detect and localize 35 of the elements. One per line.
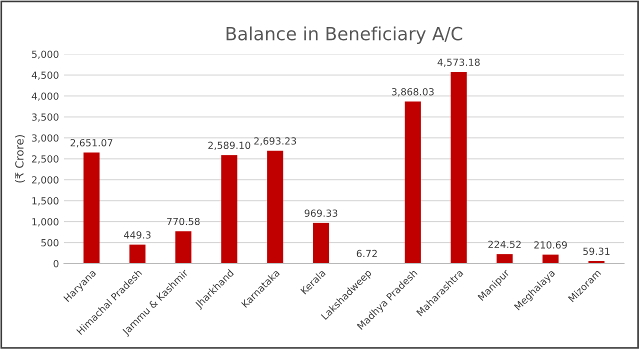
y-axis-title: (₹ Crore) <box>15 135 25 182</box>
y-tick-label: 5,000 <box>32 50 58 59</box>
y-tick-label: 2,000 <box>32 176 58 185</box>
bar <box>267 150 284 264</box>
bar <box>450 72 467 264</box>
data-label: 210.69 <box>534 241 567 249</box>
y-tick-label: 1,500 <box>32 197 58 206</box>
bar <box>404 102 421 264</box>
data-label: 770.58 <box>167 218 200 226</box>
data-label: 6.72 <box>356 250 377 258</box>
bar <box>129 244 146 264</box>
data-label: 224.52 <box>488 240 521 248</box>
data-label: 2,589.10 <box>208 142 250 150</box>
y-tick-label: 500 <box>41 239 58 246</box>
chart-title: Balance in Beneficiary A/C <box>226 26 462 44</box>
bar <box>175 231 192 264</box>
y-tick-label: 3,500 <box>32 113 58 122</box>
y-tick-label: 2,500 <box>32 155 58 164</box>
bar <box>313 222 330 264</box>
data-label: 59.31 <box>583 248 610 255</box>
data-label: 969.33 <box>304 209 338 217</box>
y-tick-label: 3,000 <box>32 134 58 143</box>
data-label: 2,693.23 <box>254 137 296 146</box>
y-tick-label: 1,000 <box>32 218 58 226</box>
bar <box>84 152 100 264</box>
y-tick-label: 4,500 <box>32 72 58 80</box>
bar <box>221 155 238 264</box>
data-label: 4,573.18 <box>438 58 480 67</box>
bar <box>496 254 513 264</box>
data-label: 3,868.03 <box>392 88 434 96</box>
bar <box>542 254 559 264</box>
y-tick-label: 4,000 <box>32 92 58 101</box>
data-label: 2,651.07 <box>70 139 112 148</box>
y-tick-label: 0 <box>54 260 58 268</box>
data-label: 449.3 <box>124 231 151 239</box>
